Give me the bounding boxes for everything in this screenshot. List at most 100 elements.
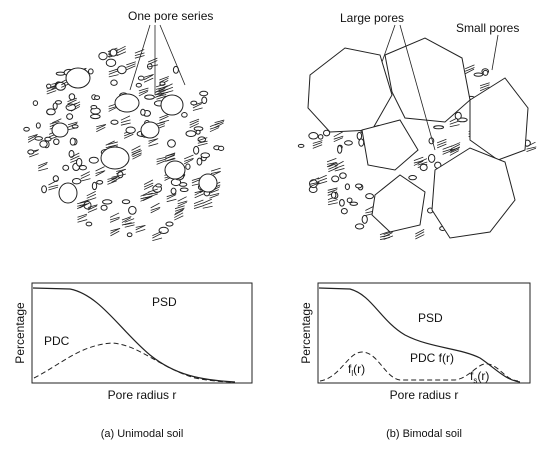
particle-hatch [465, 64, 475, 70]
particle-hatch [194, 193, 205, 199]
particle-hatch [317, 177, 328, 183]
caption: (a) Unimodal soil [101, 428, 184, 440]
small-pore [110, 79, 118, 86]
particle-hatch [174, 215, 184, 221]
particle-hatch [108, 141, 118, 145]
small-pore [140, 108, 146, 116]
particle-hatch [109, 212, 120, 218]
particle-hatch [38, 163, 48, 169]
particle-hatch [191, 177, 202, 181]
pdc-label: PDC f(r) [410, 351, 454, 365]
small-pore [44, 136, 52, 142]
particle-hatch [479, 86, 490, 92]
particle-hatch [138, 89, 149, 94]
plot-frame [31, 282, 253, 384]
small-pore [167, 139, 176, 148]
particle-hatch [334, 160, 344, 167]
particle-hatch [209, 192, 220, 197]
pore [160, 94, 184, 116]
pore [198, 173, 218, 193]
small-pore [356, 131, 363, 140]
particle-hatch [413, 160, 424, 164]
particle-hatch [209, 125, 220, 130]
particle-hatch [465, 68, 475, 75]
particle-hatch [121, 222, 132, 226]
particle-hatch [134, 52, 145, 57]
component-label: fl(r) [348, 362, 365, 378]
particle-hatch [132, 152, 142, 158]
particle-hatch [143, 184, 154, 190]
particle-hatch [150, 208, 160, 214]
particle-hatch [450, 142, 461, 147]
particle-hatch [415, 234, 425, 240]
small-pore [53, 138, 60, 146]
x-label: Pore radius r [108, 388, 177, 402]
y-label: Percentage [13, 302, 27, 364]
particle-hatch [148, 192, 159, 196]
particle-hatch [156, 158, 167, 163]
particle-hatch [134, 49, 145, 54]
small-pore [88, 68, 94, 75]
small-pore [196, 157, 203, 166]
particle-hatch [95, 170, 105, 177]
particle-hatch [77, 213, 88, 218]
large-pore [431, 147, 516, 239]
small-pore [85, 221, 93, 227]
small-pore [144, 94, 155, 100]
component-sub: l [351, 369, 353, 378]
particle-hatch [152, 231, 162, 237]
pdc-curve [319, 351, 519, 382]
particle-hatch [95, 170, 106, 174]
particle-hatch [312, 140, 323, 144]
particle-hatch [95, 166, 105, 172]
particle-hatch [193, 205, 204, 209]
small-pore [110, 119, 119, 125]
particle-hatch [334, 164, 345, 169]
small-pore [100, 204, 108, 211]
particle-hatch [159, 76, 169, 81]
small-pore [339, 172, 347, 179]
particle-hatch [108, 74, 119, 78]
particle-hatch [317, 181, 328, 185]
particle-hatch [317, 174, 327, 180]
plot-b: Percentage PSD PDC f(r) fl(r) fs(r) Pore… [299, 282, 531, 440]
pore [140, 121, 160, 139]
particle-hatch [174, 208, 185, 215]
particle-hatch [450, 144, 461, 150]
small-pore [71, 177, 82, 185]
component-tail: (r) [477, 369, 489, 383]
particle-hatch [159, 119, 170, 124]
particle-hatch [154, 93, 165, 98]
particle-hatch [131, 148, 141, 154]
particle-hatch [159, 115, 169, 121]
particle-hatch [135, 228, 146, 233]
small-pore [102, 199, 113, 205]
particle-hatch [152, 233, 162, 239]
particle-hatch [147, 57, 158, 63]
particle-hatch [86, 197, 97, 202]
small-pore [65, 103, 76, 112]
small-pore [88, 156, 99, 164]
pore [58, 182, 78, 204]
particle-hatch [413, 156, 424, 161]
particle-hatch [193, 199, 204, 204]
psd-label: PSD [152, 295, 177, 309]
small-pore [23, 126, 30, 132]
particle-hatch [67, 97, 77, 103]
particle-hatch [140, 191, 150, 197]
small-pore [337, 145, 343, 154]
particle-hatch [449, 150, 459, 156]
particle-hatch [124, 218, 135, 223]
small-pore [68, 150, 75, 158]
particle-hatch [87, 205, 98, 211]
particle-hatch [328, 162, 338, 168]
particle-hatch [49, 121, 60, 125]
particle-hatch [70, 152, 80, 158]
particle-hatch [154, 88, 165, 93]
small-pore [433, 125, 445, 130]
particle-hatch [174, 212, 184, 218]
small-pore [105, 58, 117, 67]
particle-hatch [120, 122, 131, 126]
small-pore [54, 100, 63, 105]
